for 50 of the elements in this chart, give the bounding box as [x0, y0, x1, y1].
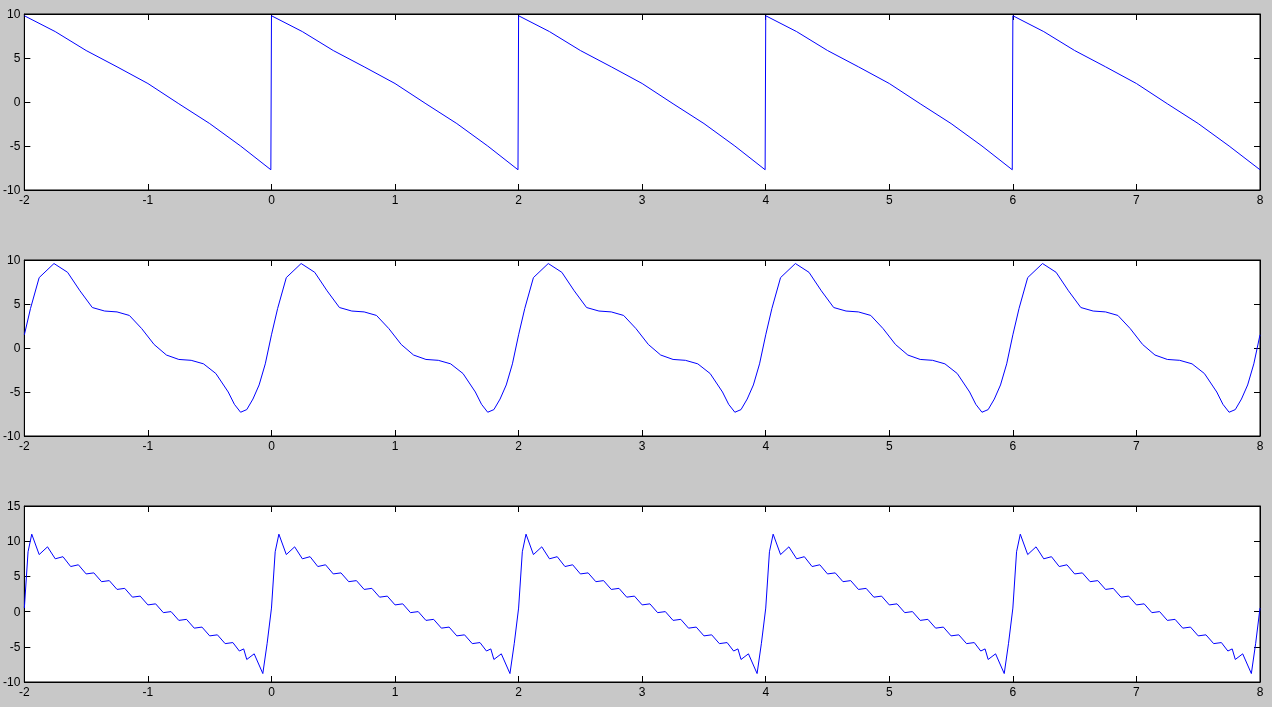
y-tick-label: 10: [6, 7, 21, 21]
y-tick-label: -10: [3, 429, 21, 443]
x-tick-label: 2: [515, 193, 523, 207]
x-tick-label: 0: [268, 193, 276, 207]
x-tick-label: 5: [885, 685, 893, 699]
line-series: [23, 533, 1261, 675]
x-tick-label: -1: [142, 685, 154, 699]
y-tick-label: 0: [13, 95, 21, 109]
x-tick-label: 7: [1133, 193, 1141, 207]
x-tick-label: 0: [268, 685, 276, 699]
y-tick-label: -10: [3, 675, 21, 689]
x-tick-label: 5: [885, 439, 893, 453]
x-tick-label: 2: [515, 685, 523, 699]
y-tick-label: 5: [13, 569, 21, 584]
x-tick-label: 5: [885, 193, 893, 207]
x-tick-label: 3: [638, 439, 646, 453]
y-tick-label: -5: [9, 139, 21, 153]
y-tick-label: 0: [13, 604, 21, 619]
y-tick-label: -5: [9, 385, 21, 399]
x-tick-label: 1: [391, 685, 399, 699]
y-tick-label: 10: [6, 534, 21, 549]
x-tick-label: -2: [19, 193, 30, 207]
x-tick-label: 6: [1009, 439, 1017, 453]
x-tick-label: 3: [638, 193, 646, 207]
y-tick-label: -10: [3, 183, 21, 197]
y-tick-label: 5: [13, 51, 21, 65]
x-tick-label: 4: [762, 685, 770, 699]
y-tick-label: 15: [6, 499, 21, 513]
x-tick-label: 4: [762, 193, 770, 207]
y-tick-label: -5: [9, 639, 21, 654]
x-tick-label: 1: [391, 193, 399, 207]
x-tick-label: -1: [142, 439, 154, 453]
x-tick-label: -2: [19, 685, 30, 699]
x-tick-label: 3: [638, 685, 646, 699]
x-tick-label: 6: [1009, 193, 1017, 207]
x-tick-label: 8: [1256, 193, 1264, 207]
x-tick-label: 8: [1256, 685, 1264, 699]
x-tick-label: 7: [1133, 439, 1141, 453]
x-tick-label: 0: [268, 439, 276, 453]
x-tick-label: -2: [19, 439, 30, 453]
x-tick-label: 1: [391, 439, 399, 453]
y-tick-label: 0: [13, 341, 21, 355]
x-tick-label: 8: [1256, 439, 1264, 453]
y-tick-label: 5: [13, 297, 21, 311]
y-tick-label: 10: [6, 253, 21, 267]
x-tick-label: 4: [762, 439, 770, 453]
x-tick-label: 6: [1009, 685, 1017, 699]
x-tick-label: -1: [142, 193, 154, 207]
x-tick-label: 2: [515, 439, 523, 453]
x-tick-label: 7: [1133, 685, 1141, 699]
